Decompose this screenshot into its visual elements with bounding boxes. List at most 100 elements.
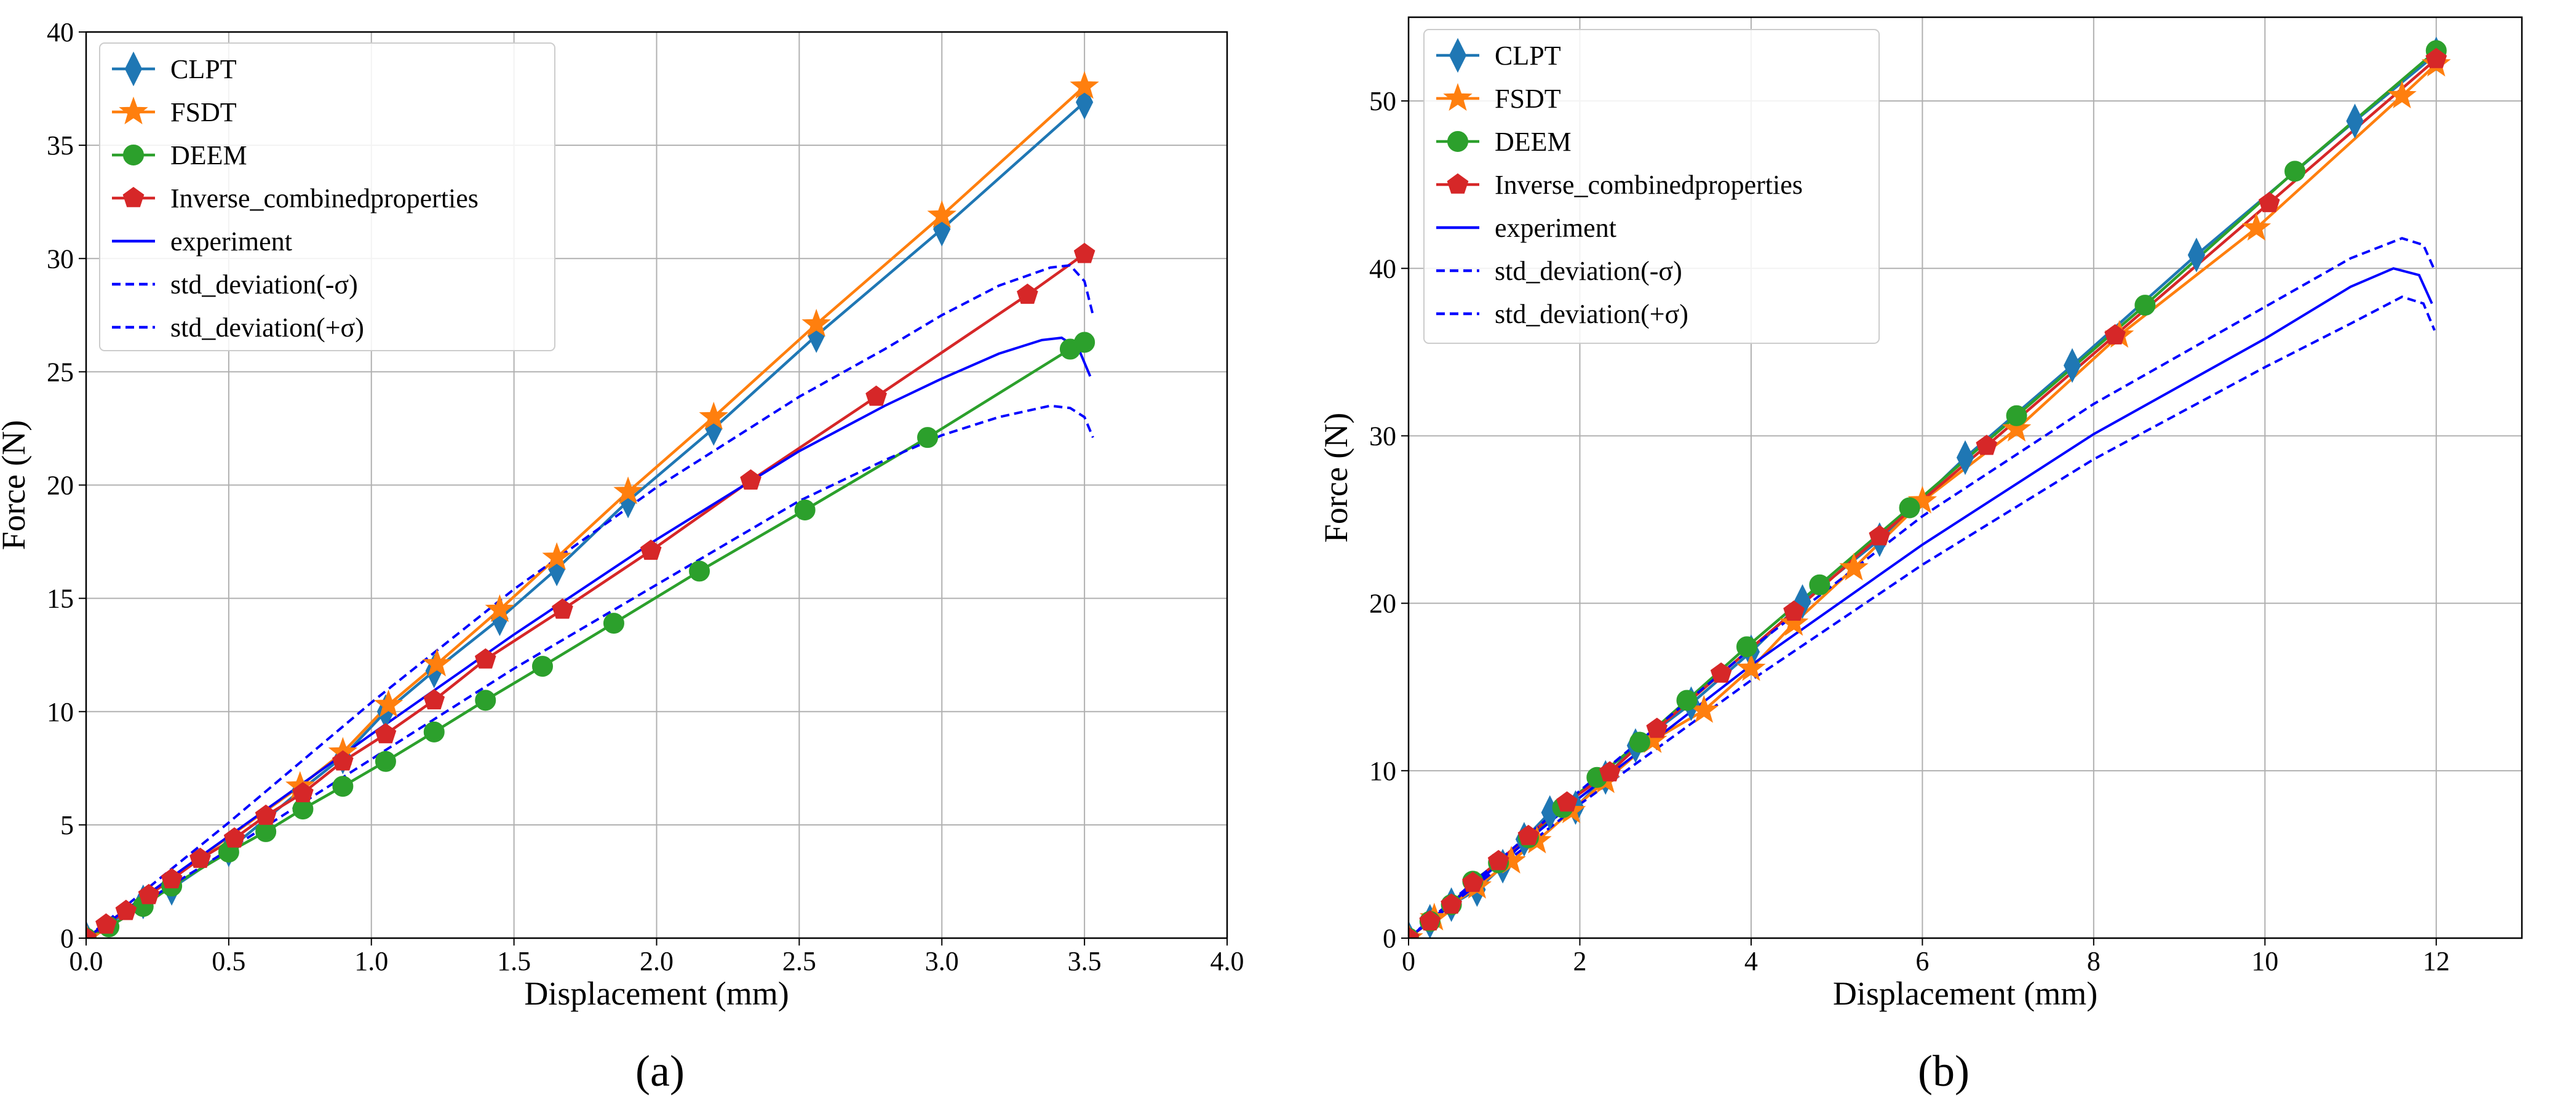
data-point xyxy=(532,656,553,677)
y-tick-label: 40 xyxy=(47,17,74,47)
data-point xyxy=(292,782,314,803)
data-point xyxy=(1676,690,1698,711)
y-axis-label: Force (N) xyxy=(0,420,32,550)
data-point xyxy=(2258,191,2280,212)
x-tick-label: 10 xyxy=(2251,946,2278,976)
x-tick-label: 1.0 xyxy=(354,946,388,976)
data-point xyxy=(1976,434,1998,455)
data-point xyxy=(1646,717,1668,738)
data-point xyxy=(485,594,515,623)
data-point xyxy=(917,427,939,448)
data-point xyxy=(1487,850,1509,870)
data-point xyxy=(2104,324,2126,344)
y-tick-label: 40 xyxy=(1369,253,1396,284)
series-line xyxy=(1409,295,2436,938)
data-point xyxy=(1070,71,1099,99)
data-point xyxy=(2425,47,2447,68)
x-tick-label: 3.5 xyxy=(1068,946,1102,976)
series-line xyxy=(86,336,1092,938)
data-point xyxy=(2006,405,2027,426)
legend-label: std_deviation(+σ) xyxy=(170,313,364,343)
x-tick-label: 2.0 xyxy=(640,946,674,976)
y-tick-label: 30 xyxy=(1369,421,1396,451)
data-point xyxy=(1409,926,1420,938)
x-tick-label: 3.0 xyxy=(925,946,959,976)
data-point xyxy=(95,913,117,934)
data-point xyxy=(1629,731,1650,753)
y-tick-label: 25 xyxy=(47,357,74,387)
data-point xyxy=(1736,636,1757,658)
data-point xyxy=(2346,103,2364,138)
legend-label: std_deviation(+σ) xyxy=(1495,299,1688,329)
data-point xyxy=(138,883,160,904)
data-point xyxy=(189,847,211,868)
plot-area xyxy=(86,71,1099,938)
data-point xyxy=(542,542,571,570)
panel-b-label: (b) xyxy=(1918,1046,1970,1096)
data-point xyxy=(1419,910,1441,931)
data-point xyxy=(375,723,397,744)
x-axis-label: Displacement (mm) xyxy=(524,975,789,1012)
data-point xyxy=(740,469,761,490)
data-point xyxy=(1073,242,1095,263)
legend-label: FSDT xyxy=(1495,84,1561,114)
legend-label: CLPT xyxy=(1495,41,1561,71)
data-point xyxy=(161,868,183,888)
legend-label: DEEM xyxy=(170,140,247,170)
x-tick-label: 6 xyxy=(1915,946,1929,976)
data-point xyxy=(422,648,452,677)
data-point xyxy=(474,648,496,669)
data-point xyxy=(865,385,887,406)
legend-marker xyxy=(124,51,143,87)
y-axis-label: Force (N) xyxy=(1318,413,1354,543)
data-point xyxy=(552,598,573,619)
data-point xyxy=(2187,237,2206,273)
data-point xyxy=(423,689,445,710)
y-tick-label: 20 xyxy=(47,471,74,501)
y-tick-label: 35 xyxy=(47,130,74,161)
data-point xyxy=(1017,283,1038,304)
data-point xyxy=(86,926,97,938)
y-tick-label: 0 xyxy=(1383,923,1396,954)
data-point xyxy=(640,540,662,560)
y-tick-label: 0 xyxy=(60,923,74,954)
data-point xyxy=(223,827,245,848)
data-point xyxy=(115,899,137,920)
x-tick-label: 8 xyxy=(2087,946,2101,976)
data-point xyxy=(2284,161,2306,182)
legend-label: experiment xyxy=(1495,213,1616,243)
data-point xyxy=(927,200,957,228)
data-point xyxy=(689,560,710,582)
series-line xyxy=(86,264,1094,938)
data-point xyxy=(2134,295,2156,316)
data-point xyxy=(1839,552,1869,581)
legend: CLPT FSDT DEEM Inverse_combinedpropertiesex… xyxy=(99,42,555,351)
data-point xyxy=(1809,574,1831,595)
series-line xyxy=(86,404,1094,938)
y-tick-label: 15 xyxy=(47,584,74,614)
data-point xyxy=(1462,871,1484,892)
x-tick-label: 4 xyxy=(1744,946,1758,976)
data-point xyxy=(603,613,624,634)
legend-marker xyxy=(1449,38,1467,73)
x-tick-label: 4.0 xyxy=(1210,946,1244,976)
x-tick-label: 0.0 xyxy=(70,946,103,976)
y-tick-label: 50 xyxy=(1369,86,1396,116)
data-point xyxy=(794,500,816,521)
data-point xyxy=(1907,485,1938,514)
y-tick-label: 10 xyxy=(1369,756,1396,786)
data-point xyxy=(423,721,445,743)
chart-panel-b: 0 2 4 6 8 10 12 0 10 20 30 40 50 Displacement (mm) For… xyxy=(1318,16,2523,1012)
data-point xyxy=(1779,608,1809,636)
legend-label: DEEM xyxy=(1495,127,1572,157)
data-point xyxy=(1556,791,1578,812)
data-point xyxy=(1956,440,1974,476)
data-point xyxy=(1710,662,1732,683)
y-tick-label: 20 xyxy=(1369,589,1396,619)
x-axis-label: Displacement (mm) xyxy=(1833,975,2097,1012)
legend-marker xyxy=(1447,173,1469,194)
data-point xyxy=(1599,761,1621,782)
data-point xyxy=(1869,525,1891,546)
data-point xyxy=(1517,824,1540,845)
